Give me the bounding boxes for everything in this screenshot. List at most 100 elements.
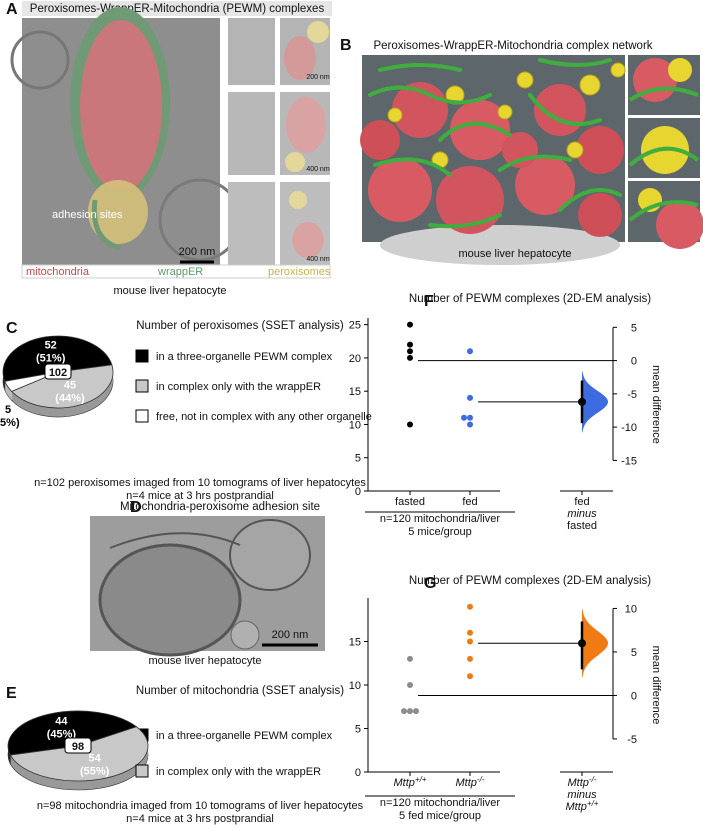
data-point: [467, 348, 473, 355]
data-point: [407, 321, 413, 328]
label-part: minus: [567, 508, 597, 520]
total-label: 98: [72, 741, 84, 753]
data-label: 52: [45, 340, 57, 352]
scale-bar-label: 200 nm: [306, 74, 330, 81]
y-tick-label: 10: [349, 419, 361, 431]
legend-label: in complex only with the wrappER: [156, 766, 321, 778]
em-image: 200 nm: [90, 516, 325, 657]
y-tick-label: 15: [349, 637, 361, 649]
distribution: [582, 371, 608, 433]
legend-label: in a three-organelle PEWM complex: [156, 730, 333, 742]
y-tick-label: 5: [355, 724, 361, 736]
footnote: n=102 peroxisomes imaged from 10 tomogra…: [34, 477, 366, 489]
label-superscript: -/-: [477, 775, 485, 784]
legend-strip: [21, 264, 331, 279]
diff-label: Mttp-/-: [568, 775, 597, 790]
chart-title: Number of mitochondria (SSET analysis): [136, 685, 344, 697]
footnote: n=4 mice at 3 hrs postprandial: [126, 490, 274, 502]
label-part: fasted: [395, 496, 425, 508]
legend-label: in a three-organelle PEWM complex: [156, 351, 333, 363]
pie-slice: [2, 335, 113, 382]
data-label: (55%): [80, 766, 110, 778]
legend-label: peroxisomes: [268, 266, 331, 278]
data-point: [407, 421, 413, 428]
diff-label: minus: [567, 508, 597, 520]
panel-title: Mitochondria-peroxisome adhesion site: [120, 501, 320, 513]
y2-tick-label: -10: [621, 422, 637, 434]
y-tick-label: 10: [349, 680, 361, 692]
total-box: [64, 737, 92, 754]
chart-title: Number of PEWM complexes (2D-EM analysis…: [409, 575, 651, 587]
y-tick-label: 15: [349, 386, 361, 398]
y2-tick-label: 0: [631, 356, 637, 368]
legend-swatch: [135, 764, 149, 778]
data-point: [413, 708, 419, 715]
distribution: [582, 609, 608, 678]
data-point: [467, 394, 473, 401]
legend-label: mitochondria: [26, 266, 90, 278]
y-tick-label: 5: [355, 453, 361, 465]
mean-difference-dot: [578, 397, 586, 406]
diff-label: minus: [567, 789, 597, 801]
data-label: 44: [55, 715, 68, 727]
data-label: 54: [89, 753, 102, 765]
diff-label: fasted: [567, 520, 597, 532]
y-tick-label: 20: [349, 353, 361, 365]
pie-slice: [9, 726, 149, 782]
tomogram-thumbnails: 200 nm 400 nm 400 nm: [228, 18, 330, 265]
y2-axis-label: mean difference: [650, 365, 662, 444]
x-tick-label: fasted: [395, 496, 425, 508]
scale-bar-label: 200 nm: [272, 629, 309, 641]
data-point: [467, 673, 473, 680]
caption: mouse liver hepatocyte: [148, 655, 261, 667]
x-tick-label: Mttp-/-: [456, 775, 485, 790]
footnote: n=120 mitochondria/liver: [380, 797, 500, 809]
y-tick-label: 0: [355, 767, 361, 779]
chart-title: Number of peroxisomes (SSET analysis): [136, 320, 344, 332]
y-tick-label: 25: [349, 320, 361, 332]
data-label: (44%): [55, 392, 85, 404]
y2-tick-label: -5: [627, 389, 637, 401]
label-superscript: +/+: [415, 775, 427, 784]
network-render: [360, 55, 703, 265]
footnote: 5 mice/group: [408, 526, 472, 538]
y2-tick-label: -5: [627, 734, 637, 746]
data-label: (45%): [47, 728, 77, 740]
data-point: [401, 708, 407, 715]
chart-title: Number of PEWM complexes (2D-EM analysis…: [409, 293, 651, 305]
panel-label: C: [6, 320, 18, 337]
annotation: adhesion sites: [52, 209, 123, 221]
data-label: (5%): [0, 417, 20, 429]
label-part: fasted: [567, 520, 597, 532]
data-point: [467, 638, 473, 645]
panel-label: E: [6, 685, 17, 702]
panel-label: A: [6, 1, 18, 18]
label-part: Mttp: [566, 801, 587, 813]
panel-label: B: [340, 37, 352, 54]
scale-bar-label: 400 nm: [306, 166, 330, 173]
caption: mouse liver hepatocyte: [113, 285, 226, 297]
total-box: [44, 363, 72, 380]
data-point: [467, 414, 473, 421]
label-superscript: +/+: [587, 799, 599, 808]
legend-label: wrappER: [157, 266, 203, 278]
data-point: [407, 655, 413, 662]
data-point: [461, 414, 467, 421]
caption: mouse liver hepatocyte: [458, 248, 571, 260]
legend-swatch: [135, 379, 149, 393]
mean-difference-dot: [578, 639, 586, 648]
footnote: n=4 mice at 3 hrs postprandial: [126, 813, 274, 825]
y2-tick-label: 5: [631, 322, 637, 334]
y2-tick-label: 0: [631, 690, 637, 702]
data-point: [407, 682, 413, 688]
data-point: [467, 421, 473, 428]
panel-title: Peroxisomes-WrappER-Mitochondria complex…: [373, 40, 652, 52]
panel-label: D: [130, 499, 142, 516]
legend-label: free, not in complex with any other orga…: [156, 411, 372, 423]
scale-bar-label: 400 nm: [306, 256, 330, 263]
y2-tick-label: -15: [621, 455, 637, 467]
data-point: [467, 603, 473, 610]
y-tick-label: 0: [355, 486, 361, 498]
diff-label: Mttp+/+: [566, 799, 599, 814]
